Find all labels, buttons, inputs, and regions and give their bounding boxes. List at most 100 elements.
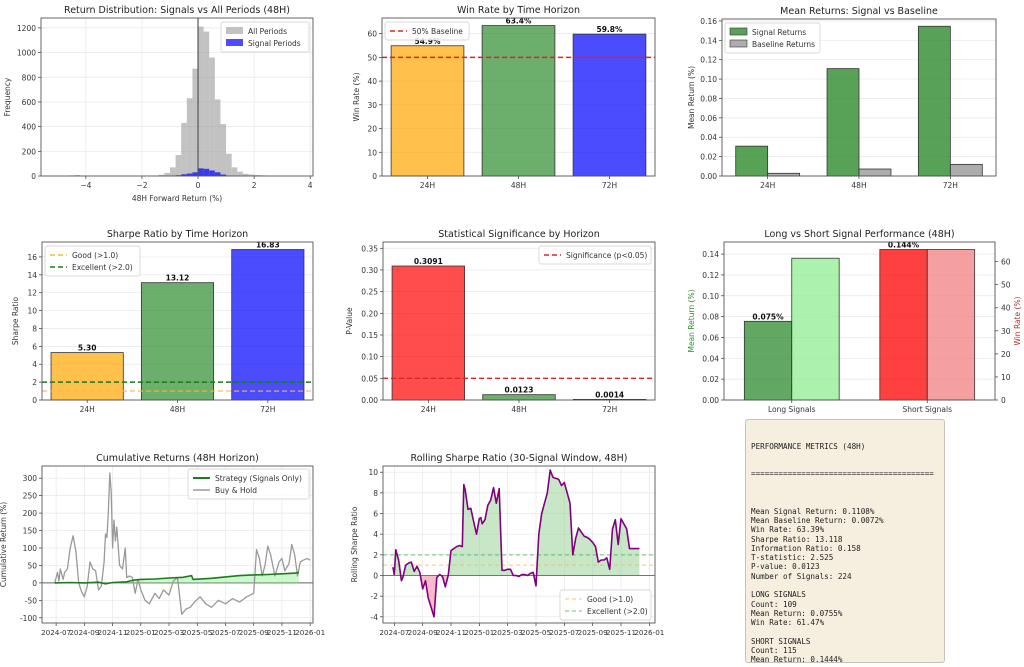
positive-area	[392, 470, 640, 576]
y-axis-label: Mean Return (%)	[687, 289, 696, 352]
x-tick-label: 72H	[602, 181, 617, 190]
bar	[949, 163, 983, 177]
histogram-bar	[158, 174, 165, 176]
x-tick-label: Long Signals	[768, 405, 816, 414]
x-tick-label: 48H	[170, 405, 185, 414]
metrics-line: Win Rate: 61.47%	[751, 618, 825, 628]
x-tick-label: 2024-07	[41, 628, 71, 637]
x-tick-label: 2025-03	[154, 628, 184, 637]
y-tick-label: 0.02	[702, 375, 719, 384]
x-tick-label: 48H	[511, 405, 526, 414]
x-tick-label: 4	[308, 181, 313, 190]
y-tick-label: 0.08	[702, 313, 719, 322]
bar	[482, 394, 556, 401]
x-tick-label: 48H	[851, 181, 866, 190]
y-tick-label: 20	[367, 125, 377, 134]
plot-frame	[723, 241, 996, 401]
y-tick-label: 14	[27, 271, 37, 280]
chart-title: Statistical Significance by Horizon	[438, 229, 599, 240]
x-tick-label: 48H	[511, 181, 526, 190]
histogram-bar	[203, 168, 210, 176]
y-tick-label: 250	[23, 492, 38, 501]
x-tick-label: −2	[136, 181, 147, 190]
x-tick-label: 2025-05	[521, 628, 551, 637]
x-tick-label: 2025-03	[493, 628, 523, 637]
y-tick-label: 1000	[17, 49, 36, 58]
y-tick-label: 400	[22, 123, 37, 132]
metrics-line: P-value: 0.0123	[751, 562, 820, 572]
metrics-line: SHORT SIGNALS	[751, 636, 811, 646]
legend	[538, 245, 652, 265]
y-tick-label: 0	[32, 396, 37, 405]
buy-hold-line	[54, 472, 311, 615]
win-rate-bar	[791, 257, 840, 401]
bar-value-label: 0.3091	[414, 257, 443, 266]
long-short-chart: 0.00 0.02 0.04 0.06 0.08 0.10 0.12 0.14 Long vs …	[687, 229, 1022, 414]
metrics-line: Win Rate: 63.39%	[751, 525, 825, 535]
y-axis-label: Mean Return (%)	[687, 66, 696, 129]
rolling-sharpe-chart: -4 -2 0 2 4 6 8 10 Rolling Sharpe Ratio (30-Sign…	[350, 453, 664, 637]
x-tick-label: 2025-01	[464, 628, 494, 637]
x-tick-label: 2025-09	[239, 628, 269, 637]
metrics-line	[751, 628, 939, 637]
legend	[187, 468, 310, 500]
x-tick-label: −4	[80, 181, 91, 190]
y-right-axis-label: Win Rate (%)	[1013, 296, 1022, 345]
x-tick-label: 2025-01	[126, 628, 156, 637]
legend-swatch	[729, 39, 748, 48]
x-tick-label: 2026-01	[634, 628, 664, 637]
x-tick-label: 24H	[760, 181, 775, 190]
legend-label: 50% Baseline	[412, 27, 463, 36]
mean-return-bar	[743, 320, 793, 401]
legend-label: Excellent (>2.0)	[72, 263, 133, 272]
x-tick-label: 2024-11	[98, 628, 128, 637]
y-tick-label: 0	[373, 571, 378, 580]
y-tick-label: 0.12	[702, 271, 719, 280]
y-tick-label: 0.00	[700, 172, 717, 181]
x-tick-label: 0	[196, 181, 201, 190]
y-tick-label: 0.14	[700, 36, 717, 45]
x-tick-label: 2025-07	[210, 628, 240, 637]
x-tick-label: 2026-01	[295, 628, 325, 637]
y-right-tick-label: 50	[1001, 281, 1011, 290]
y-tick-label: 0.04	[702, 354, 719, 363]
chart-title: Return Distribution: Signals vs All Peri…	[64, 5, 290, 16]
chart-title: Win Rate by Time Horizon	[457, 5, 580, 16]
chart-title: Long vs Short Signal Performance (48H)	[764, 229, 954, 240]
histogram-bar	[237, 171, 243, 176]
y-right-tick-label: 30	[1001, 327, 1011, 336]
legend-swatch	[226, 27, 243, 34]
strategy-line	[54, 571, 300, 585]
y-tick-label: 10	[367, 148, 377, 157]
x-tick-label: 24H	[420, 181, 435, 190]
y-tick-label: 30	[367, 101, 377, 110]
histogram-bar	[231, 167, 238, 176]
x-tick-label: 2024-11	[436, 628, 466, 637]
y-tick-label: 12	[27, 289, 37, 298]
y-right-tick-label: 10	[1001, 373, 1011, 382]
metrics-line: LONG SIGNALS	[751, 590, 806, 600]
y-tick-label: 1200	[17, 24, 36, 33]
y-tick-label: 2	[373, 551, 378, 560]
legend-label: Strategy (Signals Only)	[215, 474, 302, 483]
bar-value-label: 54.9%	[414, 37, 441, 46]
y-tick-label: 0.25	[361, 288, 378, 297]
chart-title: Cumulative Returns (48H Horizon)	[96, 453, 259, 464]
x-tick-label: Short Signals	[903, 405, 953, 414]
histogram-bar	[220, 174, 227, 176]
plot-frame	[41, 465, 314, 624]
x-tick-label: 24H	[421, 405, 436, 414]
y-tick-label: 0.10	[700, 75, 717, 84]
y-tick-label: -2	[371, 592, 379, 601]
metrics-line: Number of Signals: 224	[751, 571, 852, 581]
bar-value-label: 5.30	[78, 344, 97, 353]
y-tick-label: 8	[32, 324, 37, 333]
histogram-bar	[242, 173, 249, 176]
bar-value-label: 59.8%	[596, 25, 623, 34]
y-tick-label: 200	[22, 147, 37, 156]
metrics-line	[751, 497, 939, 506]
performance-metrics-box: PERFORMANCE METRICS (48H) ==============…	[745, 419, 945, 663]
y-axis-label: P-Value	[345, 307, 354, 335]
histogram-bar	[192, 68, 199, 176]
x-tick-label: 72H	[260, 405, 275, 414]
